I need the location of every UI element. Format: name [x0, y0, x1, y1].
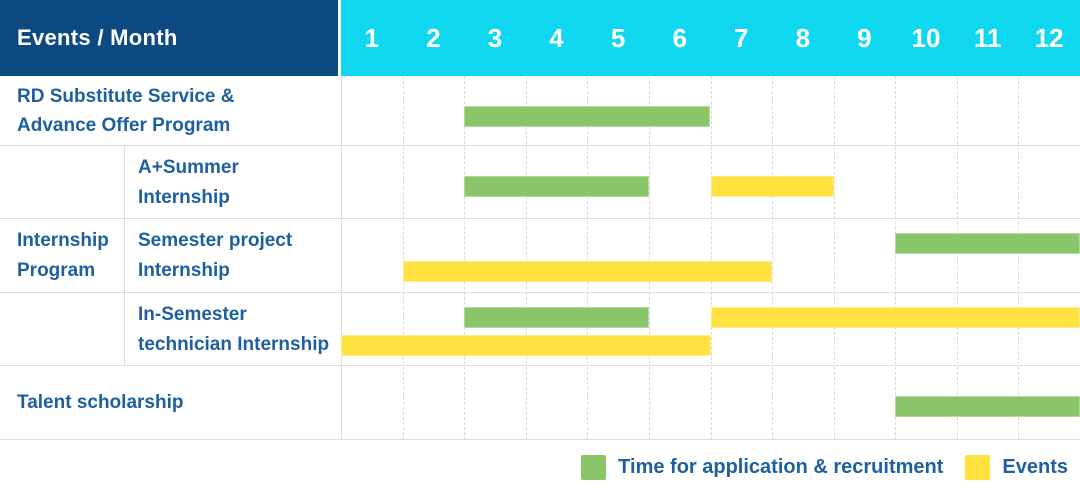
month-header-10: 10 [911, 22, 941, 53]
row-label-a-plus-summer: A+Summer Internship [138, 156, 239, 208]
month-header-4: 4 [549, 22, 564, 53]
month-gridline-6 [648, 76, 650, 440]
month-header-7: 7 [734, 22, 749, 53]
month-header-1: 1 [364, 22, 380, 53]
month-gridline-9 [833, 76, 835, 440]
month-header-8: 8 [795, 22, 811, 53]
month-gridline-10 [895, 76, 897, 440]
green-swatch-icon [581, 454, 607, 480]
month-gridline-2 [402, 76, 404, 440]
month-gridline-8 [772, 76, 774, 440]
row-label-talent-scholarship: Talent scholarship [17, 392, 184, 413]
month-gridline-4 [525, 76, 527, 440]
group-sublabel-divider [124, 146, 125, 366]
row-label-rd-substitute: RD Substitute Service & Advance Offer Pr… [17, 86, 235, 136]
month-header-row: 1 2 3 4 5 6 7 8 9 10 11 12 [341, 0, 1080, 76]
month-header-11: 11 [973, 22, 1002, 53]
row-divider-4 [0, 365, 1080, 366]
table-title: Events / Month [17, 25, 178, 50]
month-gridline-12 [1018, 76, 1020, 440]
row-divider-2 [0, 218, 1080, 219]
labels-chart-divider [341, 76, 342, 440]
row-label-in-semester-technician: In-Semester technician Internship [138, 303, 330, 355]
gantt-bar-talent-scholarship-green-m10-m12 [895, 396, 1080, 417]
group-label-internship-program: Internship Program [17, 230, 109, 281]
table-title-cell: Events / Month [0, 0, 338, 76]
legend-label: Events [1002, 455, 1068, 478]
gantt-bar-semester-project-yellow-m2-m7 [402, 261, 773, 282]
month-header-5: 5 [610, 22, 626, 53]
row-divider-1 [0, 145, 1080, 146]
gantt-bar-semester-project-green-m10-m12 [895, 233, 1080, 254]
row-divider-5 [0, 439, 1080, 440]
month-header-3: 3 [487, 22, 503, 53]
month-gridline-7 [710, 76, 712, 440]
legend-label: Time for application & recruitment [618, 455, 944, 478]
row-label-semester-project: Semester project Internship [138, 230, 293, 281]
month-gridline-5 [587, 76, 589, 440]
row-divider-3 [0, 292, 1080, 293]
yellow-swatch-icon [965, 454, 991, 480]
month-header-2: 2 [426, 22, 441, 53]
month-gridline-11 [956, 76, 958, 440]
month-header-9: 9 [857, 22, 872, 53]
gantt-bar-in-semester-technician-green-m3-m5 [464, 307, 649, 328]
legend-item-application-recruitment: Time for application & recruitment [581, 454, 944, 480]
month-header-6: 6 [672, 22, 687, 53]
month-gridline-3 [464, 76, 466, 440]
legend-item-events: Events [965, 454, 1068, 480]
chart-legend: Time for application & recruitment Event… [0, 446, 1068, 488]
gantt-bar-in-semester-technician-yellow-m1-m6 [341, 335, 711, 356]
gantt-bar-a-plus-summer-green-m3-m5 [464, 176, 649, 197]
month-header-12: 12 [1034, 22, 1064, 53]
gantt-bar-rd-substitute-green-m3-m6 [464, 106, 711, 127]
gantt-bar-a-plus-summer-yellow-m7-m8 [710, 176, 834, 197]
gantt-bar-in-semester-technician-yellow-m7-m12 [710, 307, 1080, 328]
